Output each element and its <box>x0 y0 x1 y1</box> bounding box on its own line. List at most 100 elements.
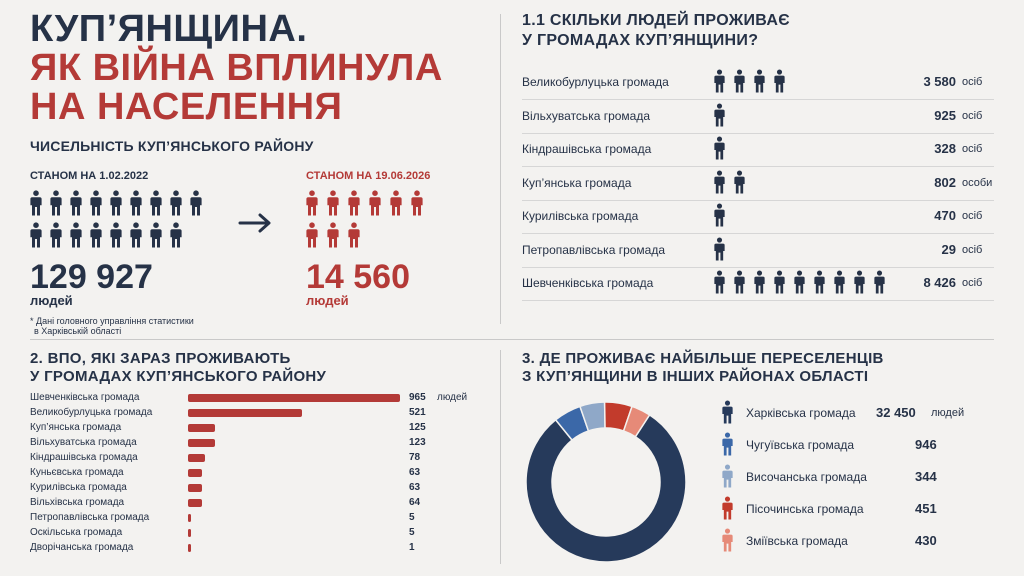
donut-slice <box>622 405 651 438</box>
person-icon <box>110 190 122 216</box>
community-row: Шевченківська громада 8 426 осіб <box>522 267 994 301</box>
legend-label: Височанська громада <box>746 470 867 484</box>
bar <box>188 424 216 432</box>
bar-value-label: 521 <box>409 407 426 418</box>
source-note-line-2: в Харківській області <box>34 326 122 336</box>
section3-title-line-1: 3. ДЕ ПРОЖИВАЄ НАЙБІЛЬШЕ ПЕРЕСЕЛЕНЦІВ <box>522 350 884 367</box>
community-value: 802 <box>934 174 956 190</box>
bar-category-label: Куньєвська громада <box>30 467 124 478</box>
person-icon <box>50 190 62 216</box>
bar-value-label: 123 <box>409 437 426 448</box>
legend-unit: людей <box>931 407 965 419</box>
legend-value: 430 <box>915 533 937 548</box>
person-icon <box>306 190 318 216</box>
before-unit: людей <box>30 293 73 308</box>
person-icon <box>814 270 825 294</box>
after-unit: людей <box>306 293 349 308</box>
legend-value: 946 <box>915 437 937 452</box>
section2-title-line-2: У ГРОМАДАХ КУП’ЯНСЬКОГО РАЙОНУ <box>30 368 327 385</box>
person-icon <box>369 190 381 216</box>
bar-category-label: Оскільська громада <box>30 527 123 538</box>
bar-category-label: Вільхівська громада <box>30 497 125 508</box>
bar <box>188 454 206 462</box>
person-icon <box>30 190 42 216</box>
person-icon <box>714 169 725 194</box>
section1-title-line-2: У ГРОМАДАХ КУП’ЯНЩИНИ? <box>522 32 759 49</box>
bar <box>188 514 191 522</box>
person-icon <box>734 69 745 93</box>
title-line-2: ЯК ВІЙНА ВПЛИНУЛА <box>30 47 443 89</box>
section2-bar-chart: Шевченківська громада 965 людей Великобурлу… <box>30 392 480 562</box>
community-unit: осіб <box>962 76 983 88</box>
legend-label: Харківська громада <box>746 406 856 420</box>
person-icon <box>854 270 865 294</box>
community-people-icons <box>714 203 894 229</box>
bar-value-label: 63 <box>409 467 421 478</box>
bar-category-label: Вільхуватська громада <box>30 437 137 448</box>
legend-value: 32 450 <box>876 405 916 420</box>
bar-value-label: 1 <box>409 542 415 553</box>
person-icon <box>70 222 82 248</box>
person-icon <box>734 270 745 294</box>
legend-person-icon <box>722 464 733 488</box>
bar-category-label: Великобурлуцька громада <box>30 407 153 418</box>
person-icon <box>714 236 725 261</box>
community-value: 8 426 <box>923 275 956 290</box>
person-icon <box>834 270 845 294</box>
bar <box>188 529 191 537</box>
legend-person-icon <box>722 432 733 456</box>
person-icon <box>30 222 42 248</box>
vertical-divider-top <box>500 14 501 324</box>
person-icon <box>774 270 785 294</box>
community-people-icons <box>714 69 894 95</box>
community-name: Петропавлівська громада <box>522 242 666 257</box>
person-icon <box>327 190 339 216</box>
bar-value-label: 965 <box>409 392 426 403</box>
person-icon <box>327 222 339 248</box>
bar <box>188 394 400 402</box>
community-unit: осіб <box>962 143 983 155</box>
horizontal-divider <box>30 339 994 340</box>
after-value: 14 560 <box>306 258 410 296</box>
community-people-icons <box>714 270 894 296</box>
bar-value-label: 125 <box>409 422 426 433</box>
bar-category-label: Кіндрашівська громада <box>30 452 138 463</box>
bar-value-label: 64 <box>409 497 421 508</box>
community-name: Вільхуватська громада <box>522 108 651 123</box>
bar <box>188 439 216 447</box>
community-unit: особи <box>962 176 993 189</box>
bar-category-label: Куп’янська громада <box>30 422 122 433</box>
title-line-1: КУП’ЯНЩИНА. <box>30 8 308 50</box>
community-unit: осіб <box>962 277 983 289</box>
bar <box>188 484 202 492</box>
donut-slice <box>525 413 687 563</box>
community-row: Петропавлівська громада 29 осіб <box>522 234 994 268</box>
person-icon <box>348 222 360 248</box>
legend-label: Пісочинська громада <box>746 502 864 516</box>
community-value: 470 <box>934 208 956 223</box>
bar <box>188 499 203 507</box>
legend-label: Чугуївська громада <box>746 438 855 452</box>
section1-table: Великобурлуцька громада 3 580 осіб Вільхува… <box>522 66 994 301</box>
bar-category-label: Курилівська громада <box>30 482 127 493</box>
person-icon <box>714 203 725 227</box>
person-icon <box>190 190 202 216</box>
community-name: Курилівська громада <box>522 209 639 223</box>
title-line-3: НА НАСЕЛЕННЯ <box>30 86 343 128</box>
community-people-icons <box>714 236 894 263</box>
person-icon <box>714 136 725 160</box>
community-value: 3 580 <box>923 74 956 89</box>
section3-legend: Харківська громада 32 450 людей Чугуївська … <box>720 400 1000 560</box>
community-row: Курилівська громада 470 осіб <box>522 200 994 234</box>
bar-unit-label: людей <box>437 392 468 403</box>
before-value: 129 927 <box>30 258 153 296</box>
legend-person-icon <box>722 400 733 424</box>
person-icon <box>90 222 102 248</box>
person-icon <box>170 222 182 248</box>
person-icon <box>170 190 182 216</box>
person-icon <box>50 222 62 248</box>
bar-category-label: Шевченківська громада <box>30 392 140 403</box>
community-row: Куп’янська громада 802 особи <box>522 167 994 201</box>
person-icon <box>714 69 725 93</box>
population-subtitle: ЧИСЕЛЬНІСТЬ КУП’ЯНСЬКОГО РАЙОНУ <box>30 138 314 154</box>
